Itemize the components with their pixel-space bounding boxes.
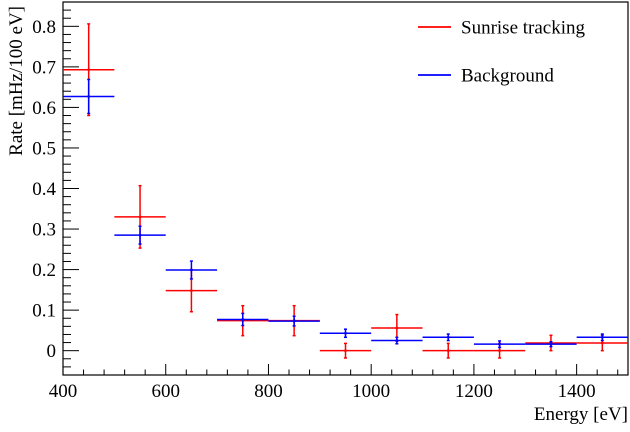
- data-point: [371, 336, 423, 345]
- legend-label: Background: [461, 66, 554, 87]
- marker: [190, 268, 193, 272]
- data-point: [268, 315, 320, 327]
- data-point: [217, 312, 269, 327]
- marker: [344, 349, 347, 353]
- marker: [292, 319, 296, 323]
- marker: [549, 342, 553, 346]
- marker: [87, 95, 91, 98]
- y-tick-label: 0.4: [32, 179, 56, 200]
- series-sunrise-tracking: [63, 23, 628, 359]
- data-point: [114, 225, 166, 245]
- x-tick-label: 1400: [558, 381, 596, 402]
- marker: [241, 318, 245, 321]
- x-tick-label: 400: [49, 381, 78, 402]
- y-axis-label: Rate [mHz/100 eV]: [6, 6, 27, 156]
- data-point: [422, 333, 474, 342]
- marker: [446, 349, 450, 353]
- marker: [395, 339, 399, 342]
- series-background: [63, 78, 628, 349]
- x-axis-label: Energy [eV]: [534, 404, 628, 425]
- legend-label: Sunrise tracking: [461, 18, 586, 39]
- marker: [498, 349, 501, 353]
- axis-tick-labels: 400 600 800 1000 1200 1400 0 0.1 0.2 0.3 0.4 0.5 0.6…: [32, 17, 595, 402]
- marker: [446, 335, 450, 339]
- axis-ticks: [62, 1, 619, 376]
- data-point: [525, 341, 577, 348]
- y-tick-label: 0: [47, 341, 57, 362]
- data-point: [319, 328, 372, 339]
- marker: [600, 335, 604, 339]
- marker: [87, 68, 91, 72]
- data-point: [63, 78, 115, 115]
- x-tick-label: 600: [151, 381, 180, 402]
- y-tick-label: 0.3: [32, 220, 56, 241]
- data-point: [165, 260, 218, 280]
- y-tick-label: 0.7: [32, 57, 56, 78]
- marker: [138, 233, 142, 237]
- y-tick-label: 0.2: [32, 260, 56, 281]
- x-tick-label: 800: [254, 381, 283, 402]
- series-layer: [63, 23, 628, 359]
- marker: [138, 215, 142, 219]
- marker: [190, 289, 193, 293]
- legend: Sunrise tracking Background: [418, 18, 586, 87]
- data-point: [473, 340, 526, 349]
- y-tick-label: 0.8: [32, 17, 56, 38]
- marker: [600, 341, 604, 345]
- x-tick-label: 1200: [455, 381, 493, 402]
- marker: [344, 331, 347, 335]
- y-tick-label: 0.5: [32, 138, 56, 159]
- marker: [395, 326, 399, 330]
- marker: [498, 342, 501, 346]
- data-point: [576, 333, 628, 342]
- x-tick-label: 1000: [352, 381, 390, 402]
- data-point: [371, 313, 423, 343]
- y-tick-label: 0.6: [32, 98, 56, 119]
- data-point: [422, 342, 474, 359]
- data-point: [319, 342, 372, 359]
- y-tick-label: 0.1: [32, 301, 56, 322]
